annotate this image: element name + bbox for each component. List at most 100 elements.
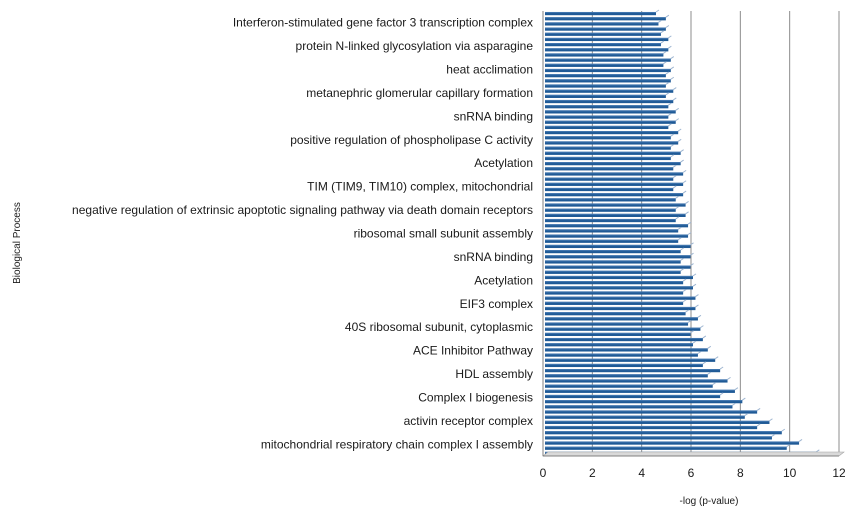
bar	[545, 213, 686, 217]
bar-edge	[687, 232, 692, 235]
bar	[545, 229, 679, 233]
bar-edge	[756, 407, 761, 411]
bar	[545, 203, 686, 207]
bar-edge	[697, 314, 702, 318]
bar-edge	[692, 283, 697, 287]
bar-highlight	[545, 306, 696, 309]
bar-highlight	[545, 99, 674, 102]
bar-edge	[665, 92, 670, 96]
bar-edge	[668, 113, 672, 116]
bar-edge	[756, 423, 761, 427]
bar-highlight	[545, 379, 728, 381]
bar-highlight	[545, 296, 696, 298]
category-label: Acetylation	[474, 156, 533, 170]
bar	[545, 250, 681, 254]
axes	[542, 11, 845, 457]
bar	[545, 94, 666, 98]
category-label: Complex I biogenesis	[418, 390, 533, 404]
bar-highlight	[545, 125, 669, 127]
bar-edge	[744, 413, 749, 417]
bar	[545, 374, 708, 378]
bar	[545, 265, 691, 269]
bar-edge	[672, 87, 677, 91]
bar	[545, 27, 666, 31]
bar-edge	[719, 392, 724, 396]
bar-highlight	[545, 141, 679, 143]
bar	[545, 441, 800, 445]
bar-highlight	[545, 32, 661, 34]
bar-edge	[655, 9, 660, 13]
x-tick-label: 0	[540, 466, 547, 480]
bar-highlight	[545, 120, 676, 122]
bar	[545, 32, 661, 36]
bar-highlight	[545, 420, 770, 422]
bar	[545, 425, 758, 430]
bar-highlight	[545, 37, 669, 39]
bar-edge	[677, 226, 682, 230]
bar	[545, 389, 735, 393]
bar	[545, 79, 671, 83]
bar-edge	[682, 190, 687, 194]
bar-edge	[663, 61, 667, 65]
bar-edge	[675, 216, 680, 220]
bar-highlight	[545, 48, 669, 50]
bar	[545, 120, 676, 124]
bar-highlight	[545, 270, 681, 272]
bar-highlight	[545, 291, 684, 293]
bar-highlight	[545, 146, 671, 148]
bar-edge	[682, 278, 687, 282]
bar	[545, 312, 686, 316]
bar	[545, 301, 684, 305]
bar-highlight	[545, 213, 686, 215]
bar	[545, 141, 679, 145]
bar-edge	[781, 428, 786, 432]
bar	[545, 89, 674, 93]
bar	[545, 327, 701, 331]
bar	[545, 110, 676, 114]
bar-highlight	[545, 250, 681, 252]
x-tick-label: 12	[832, 466, 845, 480]
category-label: positive regulation of phospholipase C a…	[290, 133, 533, 147]
bar-edge	[668, 102, 672, 106]
category-label: HDL assembly	[455, 367, 533, 381]
bar	[545, 99, 674, 104]
bar-highlight	[545, 22, 659, 24]
bar-highlight	[545, 332, 691, 334]
bar-edge	[665, 14, 670, 18]
bar-edge	[697, 351, 702, 354]
bar-edge	[690, 242, 694, 246]
bar-highlight	[545, 162, 681, 164]
bar-edge	[675, 107, 680, 111]
bar-edge	[707, 345, 712, 349]
bar-highlight	[545, 410, 758, 412]
bar-highlight	[545, 177, 674, 179]
bar-highlight	[545, 167, 674, 169]
bar-highlight	[545, 53, 664, 55]
x-tick-label: 4	[638, 466, 645, 480]
bar-highlight	[545, 234, 689, 236]
bar	[545, 37, 669, 42]
bar-edge	[682, 169, 687, 173]
bar	[545, 415, 745, 419]
bar	[545, 286, 693, 290]
bar	[545, 400, 743, 404]
bar-highlight	[545, 441, 800, 443]
bar	[545, 63, 664, 67]
bar-highlight	[545, 193, 684, 195]
bar-edge	[668, 45, 672, 49]
bar-highlight	[545, 187, 674, 190]
bar	[545, 281, 684, 285]
bar-edge	[672, 97, 677, 101]
bar-edge	[680, 268, 684, 272]
bar	[545, 358, 716, 362]
bar-highlight	[545, 405, 733, 407]
bar-highlight	[545, 436, 772, 438]
bar-highlight	[545, 105, 669, 107]
bar-highlight	[545, 203, 686, 205]
bar-highlight	[545, 43, 661, 45]
bar-highlight	[545, 281, 684, 283]
bar-edge	[677, 138, 682, 142]
bar	[545, 420, 770, 424]
bar-edge	[742, 397, 746, 401]
